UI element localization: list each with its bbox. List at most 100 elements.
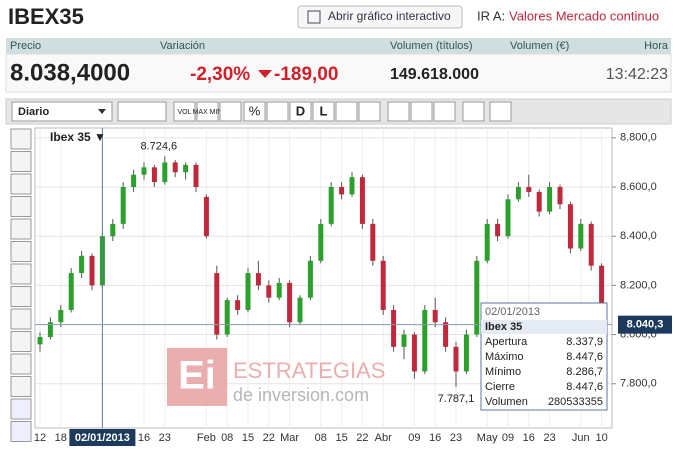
toolbar-button[interactable] [243,101,266,122]
toolbar-button[interactable] [219,101,242,122]
x-tick-label: 12 [34,432,46,444]
candle-body [89,255,95,286]
tool-button[interactable] [10,421,32,442]
candle-body [578,223,584,249]
toolbar-button[interactable] [289,101,312,122]
candle-body [484,223,490,261]
quote-header [6,38,671,54]
candle-body [547,187,553,212]
x-tick-label: 22 [263,432,275,444]
candle-body [495,223,501,237]
last-price-box [618,315,672,334]
candle-body [391,309,397,347]
candle-body [37,337,43,345]
time: 13:42:23 [606,66,668,83]
quote-label: Hora [644,40,669,52]
toolbar-button-label[interactable]: VOL [177,109,191,116]
icon [307,10,321,24]
toolbar-button-label[interactable]: % [249,103,261,118]
tool-button[interactable] [10,286,32,307]
x-tick-label: 16 [138,432,150,444]
toolbar-button[interactable] [489,101,512,122]
tooltip-key: Apertura [485,336,528,348]
tool-button[interactable] [10,196,32,217]
toolbar-button[interactable] [433,101,456,122]
toolbar-button[interactable] [410,101,433,122]
candle-body [255,273,261,286]
candle-body [515,187,521,200]
candle-body [443,322,449,347]
goto-label: IR A: [477,8,505,23]
candle-body [58,309,64,323]
chart-type-select[interactable] [117,101,167,122]
x-tick-label: 08 [315,432,327,444]
quote-label: Precio [10,40,41,52]
tool-button[interactable] [10,263,32,285]
tooltip-key: Volumen [485,396,528,408]
min-annotation: 7.787,1 [438,393,475,405]
tooltip-value: 8.286,7 [566,366,603,378]
x-tick-label: 09 [502,432,514,444]
goto-link[interactable]: Valores Mercado continuo [509,8,659,23]
candle-body [536,191,542,212]
candle-body [411,334,417,372]
change-pct: -2,30% [190,64,250,85]
quote-row [5,53,672,93]
period-label[interactable]: Diario [18,106,49,118]
candle-body [297,297,303,323]
candle-body [235,300,241,310]
y-tick-label: 8.600,0 [620,181,657,193]
toolbar-button[interactable] [196,101,219,122]
candle-body [505,199,511,237]
x-tick-label: 22 [356,432,368,444]
watermark: Ei ESTRATEGIAS de inversion.com [167,348,385,406]
toolbar-button[interactable] [312,101,335,122]
candle-body [526,187,532,192]
tool-button[interactable] [10,218,32,240]
candle-body [432,309,438,323]
button[interactable] [297,5,463,29]
toolbar-button-label[interactable]: MAX MIN [193,109,223,116]
button-label[interactable]: Abrir gráfico interactivo [328,9,451,23]
y-tick-label: 8.800,0 [620,132,657,144]
tool-button[interactable] [10,128,32,150]
price: 8.038,4000 [10,59,130,86]
candle-body [183,164,189,173]
tool-button[interactable] [10,331,32,352]
candle-body [162,162,168,183]
period-select[interactable] [11,101,113,122]
tool-button[interactable] [10,151,32,172]
quote-label: Volumen (títulos) [390,40,473,52]
tool-button[interactable] [10,308,32,330]
candle-body [224,300,230,335]
toolbar-button[interactable] [173,101,196,122]
watermark-line1: ESTRATEGIAS [233,358,385,383]
candle-body [47,322,53,338]
toolbar-button[interactable] [387,101,410,122]
x-tick-label: Abr [375,432,392,444]
toolbar-button[interactable] [462,101,485,122]
tooltip-value: 8.447,6 [566,381,603,393]
toolbar-button[interactable] [335,101,358,122]
change-abs: -189,00 [274,64,338,85]
toolbar-button[interactable] [266,101,289,122]
candle-body [68,273,74,310]
down-arrow [258,70,272,78]
candle-body [172,162,178,173]
watermark-logo-box [167,348,227,406]
candle-body [193,164,199,188]
candle-body [599,265,605,325]
tool-button[interactable] [10,353,32,375]
candle-body [453,346,459,372]
toolbar-button-label[interactable]: D [296,103,305,118]
toolbar-button-label[interactable]: L [320,103,328,118]
tool-button[interactable] [10,398,32,420]
x-tick-label: 23 [159,432,171,444]
tool-button[interactable] [10,241,32,262]
max-annotation: 8.724,6 [140,140,177,152]
toolbar-button[interactable] [358,101,381,122]
tool-button[interactable] [10,376,32,397]
candle-body [307,260,313,298]
watermark-line2: de inversion.com [233,385,369,405]
tool-button[interactable] [10,173,32,195]
